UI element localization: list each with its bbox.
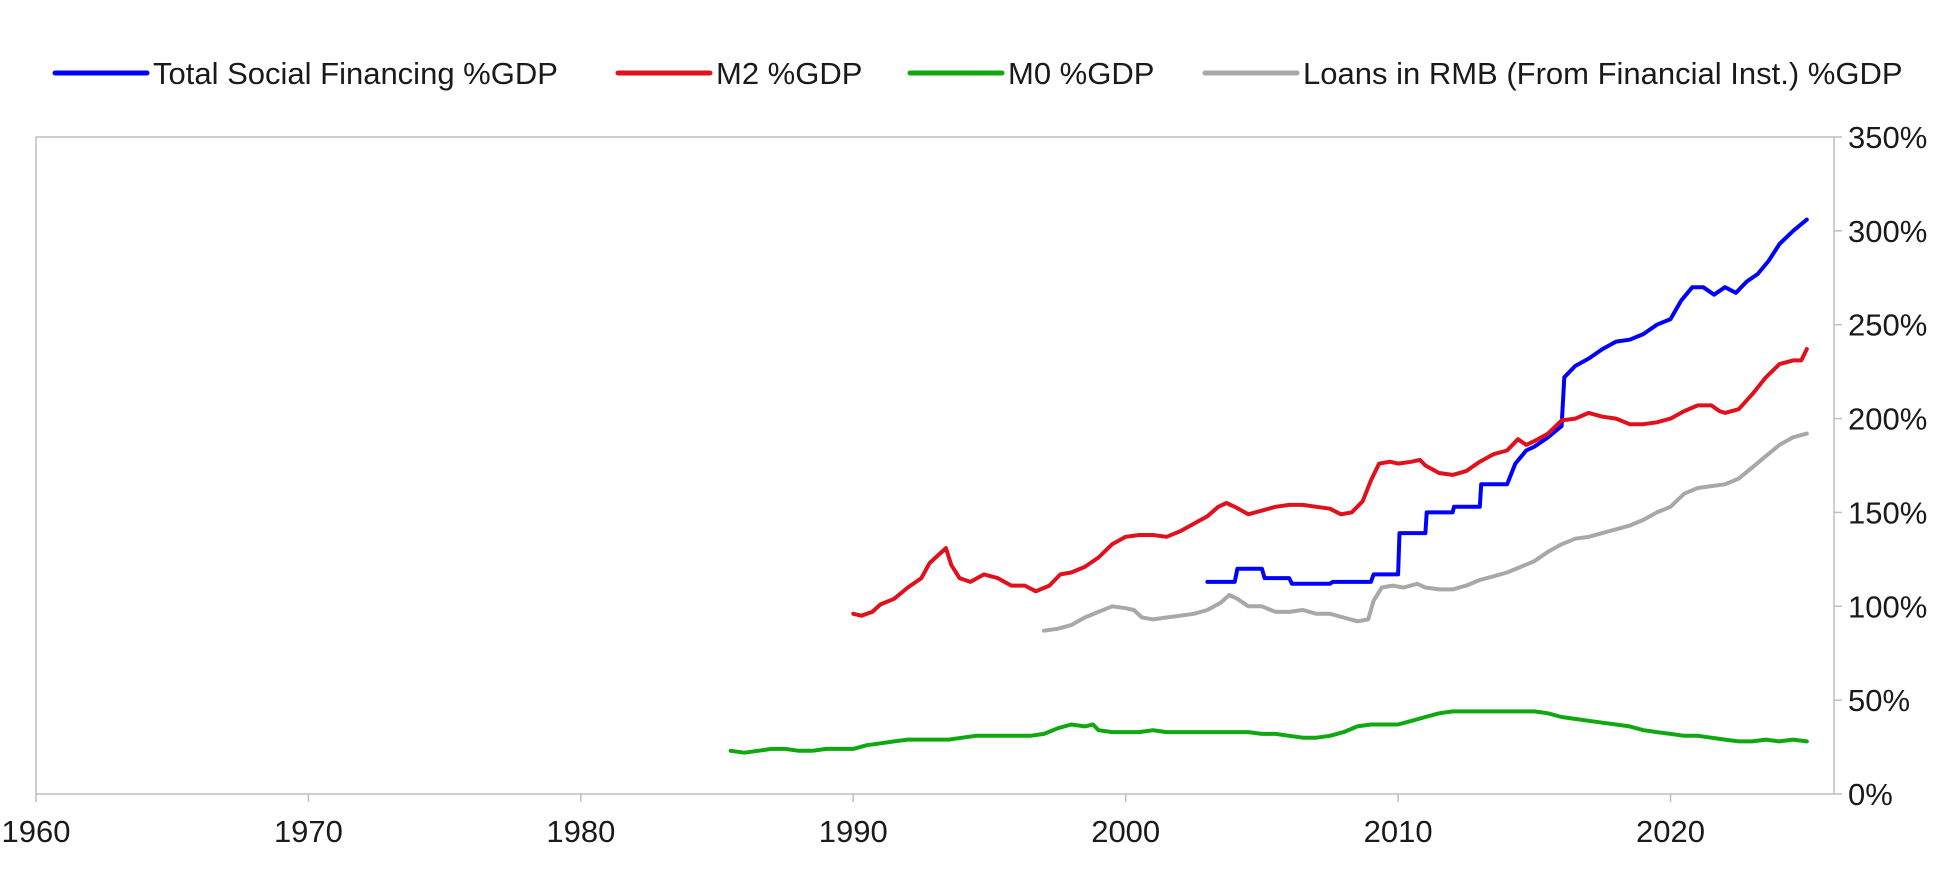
y-tick-label: 0% (1848, 777, 1893, 812)
y-tick-label: 300% (1848, 214, 1927, 249)
legend-label-1: M2 %GDP (716, 56, 862, 91)
plot-area (35, 136, 1835, 795)
x-tick-label: 2000 (1091, 814, 1160, 849)
x-tick-label: 2010 (1364, 814, 1433, 849)
legend-label-2: M0 %GDP (1008, 56, 1154, 91)
x-tick-label: 1960 (2, 814, 71, 849)
axes-layer: 0% 50% 100% 150% 200% 250% 300% 350% 1960 1970 198… (2, 120, 1928, 849)
series-line-2 (728, 709, 1809, 755)
series-layer (728, 217, 1809, 755)
series-line-3 (1042, 431, 1809, 633)
y-tick-label: 200% (1848, 402, 1927, 437)
y-tick-label: 350% (1848, 120, 1927, 155)
y-tick-label: 100% (1848, 589, 1927, 624)
legend: Total Social Financing %GDP M2 %GDP M0 %GD… (52, 56, 1903, 91)
x-tick-label: 1980 (546, 814, 615, 849)
y-tick-label: 150% (1848, 495, 1927, 530)
x-tick-label: 2020 (1636, 814, 1705, 849)
x-tick-label: 1990 (819, 814, 888, 849)
legend-label-3: Loans in RMB (From Financial Inst.) %GDP (1303, 56, 1903, 91)
x-tick-label: 1970 (274, 814, 343, 849)
series-line-0 (1205, 217, 1809, 586)
y-tick-label: 50% (1848, 683, 1910, 718)
series-line-1 (851, 347, 1809, 618)
y-tick-label: 250% (1848, 308, 1927, 343)
legend-label-0: Total Social Financing %GDP (153, 56, 558, 91)
